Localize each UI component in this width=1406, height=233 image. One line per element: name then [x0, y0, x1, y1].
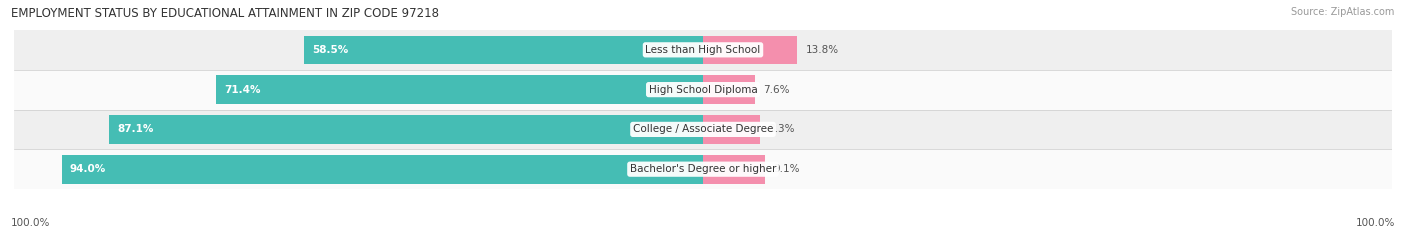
Text: Bachelor's Degree or higher: Bachelor's Degree or higher — [630, 164, 776, 174]
Bar — [703, 155, 765, 184]
Bar — [7, 70, 1399, 110]
Bar — [7, 30, 1399, 70]
Bar — [304, 35, 703, 64]
Bar — [703, 115, 759, 144]
Text: High School Diploma: High School Diploma — [648, 85, 758, 95]
Bar — [217, 75, 703, 104]
Text: 87.1%: 87.1% — [117, 124, 153, 134]
Bar — [7, 110, 1399, 149]
Text: College / Associate Degree: College / Associate Degree — [633, 124, 773, 134]
Text: Source: ZipAtlas.com: Source: ZipAtlas.com — [1291, 7, 1395, 17]
Text: EMPLOYMENT STATUS BY EDUCATIONAL ATTAINMENT IN ZIP CODE 97218: EMPLOYMENT STATUS BY EDUCATIONAL ATTAINM… — [11, 7, 439, 20]
Text: 9.1%: 9.1% — [773, 164, 800, 174]
Bar — [7, 149, 1399, 189]
Text: Less than High School: Less than High School — [645, 45, 761, 55]
Text: 94.0%: 94.0% — [70, 164, 107, 174]
Text: 71.4%: 71.4% — [224, 85, 260, 95]
Text: 13.8%: 13.8% — [806, 45, 838, 55]
Bar — [703, 35, 797, 64]
Text: 100.0%: 100.0% — [11, 218, 51, 228]
Bar — [703, 75, 755, 104]
Text: 7.6%: 7.6% — [763, 85, 790, 95]
Bar — [62, 155, 703, 184]
Text: 100.0%: 100.0% — [1355, 218, 1395, 228]
Text: 8.3%: 8.3% — [768, 124, 794, 134]
Bar — [108, 115, 703, 144]
Text: 58.5%: 58.5% — [312, 45, 349, 55]
